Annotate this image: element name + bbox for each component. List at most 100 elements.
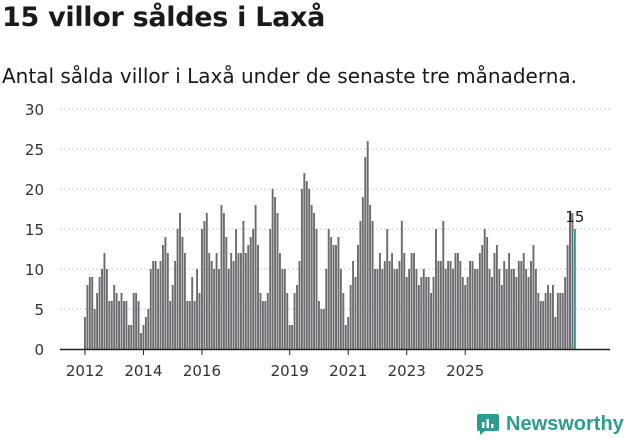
x-tick-label: 2021 (329, 362, 367, 380)
bar (157, 269, 160, 349)
bar (125, 301, 128, 349)
bar (261, 301, 264, 349)
bar (254, 205, 257, 349)
bar (179, 213, 181, 349)
bar (435, 229, 437, 349)
bar (225, 237, 228, 349)
newsworthy-logo: Newsworthy (476, 410, 624, 438)
y-tick-label: 30 (25, 101, 44, 119)
bar (247, 245, 250, 349)
bar (415, 269, 418, 349)
bar (542, 301, 545, 349)
bar (439, 261, 442, 349)
bar (142, 325, 145, 349)
bar (283, 269, 286, 349)
bar (118, 301, 121, 349)
bar (510, 269, 513, 349)
bar (166, 253, 169, 349)
bar (240, 253, 242, 349)
bar (244, 253, 247, 349)
bar (515, 277, 518, 349)
bar (159, 261, 162, 349)
bar (366, 141, 369, 349)
bar (432, 277, 435, 349)
bar (235, 229, 238, 349)
bar (103, 253, 106, 349)
bar (556, 293, 559, 349)
bar (181, 237, 184, 349)
bar (564, 277, 567, 349)
bar (364, 157, 367, 349)
bar (530, 261, 532, 349)
bar (96, 293, 99, 349)
bar (444, 269, 447, 349)
bar (498, 269, 501, 349)
bar (403, 253, 406, 349)
bar (183, 253, 186, 349)
bar (147, 309, 150, 349)
bar (378, 253, 381, 349)
bar (137, 301, 140, 349)
bar (466, 277, 469, 349)
bar (337, 237, 340, 349)
bar (144, 317, 147, 349)
bar (298, 261, 301, 349)
bar (327, 229, 330, 349)
bar (522, 253, 525, 349)
bar (430, 293, 433, 349)
bar (569, 213, 571, 349)
bar (371, 221, 374, 349)
bar (405, 277, 408, 349)
bar (205, 213, 208, 349)
bar (525, 269, 528, 349)
bar (110, 301, 113, 349)
bar (308, 189, 311, 349)
bar (276, 213, 279, 349)
y-tick-label: 10 (25, 261, 44, 279)
bar (191, 277, 194, 349)
bar (469, 261, 472, 349)
bar (361, 197, 364, 349)
y-tick-label: 0 (34, 341, 44, 359)
bar (325, 269, 328, 349)
bar (483, 229, 486, 349)
bar (154, 261, 157, 349)
bar (339, 269, 342, 349)
bar (208, 253, 211, 349)
bar (396, 269, 398, 349)
bar (242, 221, 245, 349)
bar (222, 213, 225, 349)
bar (115, 293, 118, 349)
bar (169, 301, 172, 349)
bar (442, 221, 445, 349)
bar (135, 293, 138, 349)
bar (198, 293, 201, 349)
bar (252, 229, 255, 349)
bar (320, 309, 323, 349)
bar (491, 277, 493, 349)
bar (196, 269, 199, 349)
bar (127, 325, 130, 349)
bar (164, 237, 167, 349)
bar (449, 261, 452, 349)
bar (391, 253, 394, 349)
bar (259, 293, 262, 349)
bar (537, 293, 540, 349)
bar (332, 245, 335, 349)
bar (513, 269, 515, 349)
bar (310, 205, 313, 349)
bar (500, 285, 503, 349)
bar (393, 269, 396, 349)
bar (300, 189, 303, 349)
bar (220, 205, 223, 349)
bar (420, 277, 423, 349)
bar (101, 269, 103, 349)
bar (571, 213, 574, 349)
bar (149, 269, 152, 349)
bar (303, 173, 306, 349)
x-tick-label: 2025 (446, 362, 484, 380)
bar (266, 293, 269, 349)
bar (493, 253, 496, 349)
bar (237, 253, 240, 349)
bar (257, 245, 259, 349)
